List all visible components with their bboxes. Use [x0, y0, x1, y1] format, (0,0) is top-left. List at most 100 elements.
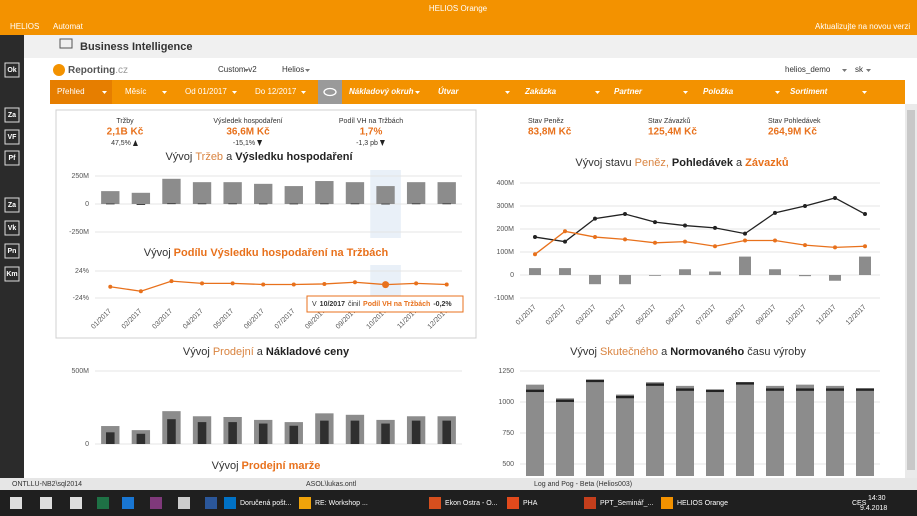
point	[773, 210, 777, 215]
filter[interactable]: Položka	[703, 87, 734, 96]
marker	[646, 383, 664, 386]
title-part: Vývoj	[144, 247, 171, 259]
filter[interactable]: Zakázka	[524, 87, 557, 96]
balance-label: Stav Peněz	[528, 118, 564, 125]
update-link[interactable]: Aktualizujte na novou verzi	[815, 22, 910, 31]
taskbar-icon[interactable]	[97, 497, 109, 509]
title-part: a	[736, 157, 743, 169]
title-part: Podílu Výsledku hospodaření na Tržbách	[174, 247, 389, 259]
taskbar-icon[interactable]	[40, 497, 52, 509]
taskbar-app[interactable]: PHA	[523, 500, 538, 507]
chart	[95, 265, 462, 304]
scroll-thumb[interactable]	[907, 110, 915, 470]
app-icon[interactable]	[429, 497, 441, 509]
bar	[131, 192, 151, 204]
taskbar-icon[interactable]	[205, 497, 217, 509]
status-item: ONTLLU-NB2\sql2014	[12, 481, 82, 488]
menu[interactable]: Automat	[53, 22, 84, 31]
marker	[526, 389, 544, 393]
sidebar-item[interactable]: VF	[8, 134, 18, 141]
language[interactable]: sk	[855, 65, 864, 74]
taskbar-app[interactable]: PPT_Seminář_...	[600, 500, 653, 507]
arrow-down	[257, 140, 263, 146]
filter[interactable]: Sortiment	[790, 87, 828, 96]
toolbar-item[interactable]: Helios	[282, 65, 304, 74]
taskbar-icon[interactable]	[150, 497, 162, 509]
bar	[106, 203, 115, 205]
taskbar-icon[interactable]	[70, 497, 82, 509]
bar	[559, 268, 571, 275]
filter[interactable]: Partner	[614, 87, 643, 96]
point	[743, 238, 747, 243]
y-tick-label: -100M	[494, 295, 514, 302]
y-tick-label: 0	[510, 272, 514, 279]
point	[863, 212, 867, 217]
sidebar-box	[4, 107, 20, 123]
y-tick-label: 300M	[496, 203, 514, 210]
point	[563, 229, 567, 234]
app-icon[interactable]	[584, 497, 596, 509]
point	[593, 216, 597, 221]
balance-value: 125,4M Kč	[648, 127, 697, 138]
point	[623, 212, 627, 217]
sidebar-item[interactable]: Pf	[9, 155, 17, 162]
balance-label: Stav Pohledávek	[768, 118, 821, 125]
filter[interactable]: Měsíc	[125, 87, 146, 96]
taskbar-app[interactable]: RE: Workshop ...	[315, 500, 368, 507]
dropdown-arrow	[842, 69, 847, 72]
taskbar-icon[interactable]	[10, 497, 22, 509]
tooltip-text: V 10/2017 činil Podíl VH na Tržbách -0,2%	[312, 301, 452, 308]
y-tick-label: 750	[502, 430, 514, 437]
marker	[586, 379, 604, 383]
sidebar-item[interactable]: Pn	[8, 248, 17, 255]
taskbar-icon[interactable]	[122, 497, 134, 509]
bar	[350, 203, 360, 205]
kpi-value: 1,7%	[360, 127, 383, 138]
bar	[411, 420, 421, 444]
kpi-value: 2,1B Kč	[107, 127, 144, 138]
taskbar-app[interactable]: Doručená pošt...	[240, 500, 291, 507]
bar	[223, 182, 242, 204]
sidebar-item[interactable]: Za	[8, 112, 16, 119]
app-icon[interactable]	[299, 497, 311, 509]
taskbar-icon[interactable]	[178, 497, 190, 509]
dropdown-arrow	[305, 69, 310, 72]
taskbar-app[interactable]: Ekon Ostra - O...	[445, 500, 498, 507]
sidebar-item[interactable]: Km	[6, 271, 17, 278]
filter[interactable]: Do 12/2017	[255, 87, 297, 96]
sidebar-item[interactable]: Za	[8, 202, 16, 209]
eye-button[interactable]	[318, 80, 342, 104]
y-tick-label: -24%	[73, 295, 89, 302]
user[interactable]: helios_demo	[785, 65, 831, 74]
marker	[766, 388, 784, 391]
filter[interactable]: Útvar	[438, 87, 459, 96]
sidebar-item[interactable]: Vk	[8, 225, 17, 232]
point	[322, 281, 327, 286]
filter[interactable]: Přehled	[57, 87, 85, 96]
dropdown-arrow	[595, 91, 600, 94]
bar	[136, 204, 146, 205]
dropdown-arrow	[775, 91, 780, 94]
filter[interactable]: Nákladový okruh	[349, 87, 414, 96]
title-part: a	[257, 346, 264, 358]
bar	[442, 420, 451, 444]
menu[interactable]: HELIOS	[10, 22, 39, 31]
taskbar-app[interactable]: HELIOS Orange	[677, 500, 728, 507]
filter-active[interactable]	[50, 80, 112, 104]
filter[interactable]: Od 01/2017	[185, 87, 227, 96]
bar	[228, 203, 237, 205]
y-tick-label: 1250	[498, 368, 514, 375]
point	[138, 289, 143, 294]
marker	[676, 388, 694, 391]
app-icon[interactable]	[507, 497, 519, 509]
sidebar-item[interactable]: Ok	[7, 67, 16, 74]
title-part: času výroby	[747, 346, 806, 358]
app-icon[interactable]	[224, 497, 236, 509]
app-icon[interactable]	[661, 497, 673, 509]
window-title: HELIOS Orange	[429, 4, 488, 13]
point	[743, 231, 747, 236]
sidebar-box	[4, 150, 20, 166]
toolbar-item[interactable]: Custom-v2	[218, 65, 257, 74]
marker	[616, 395, 634, 399]
